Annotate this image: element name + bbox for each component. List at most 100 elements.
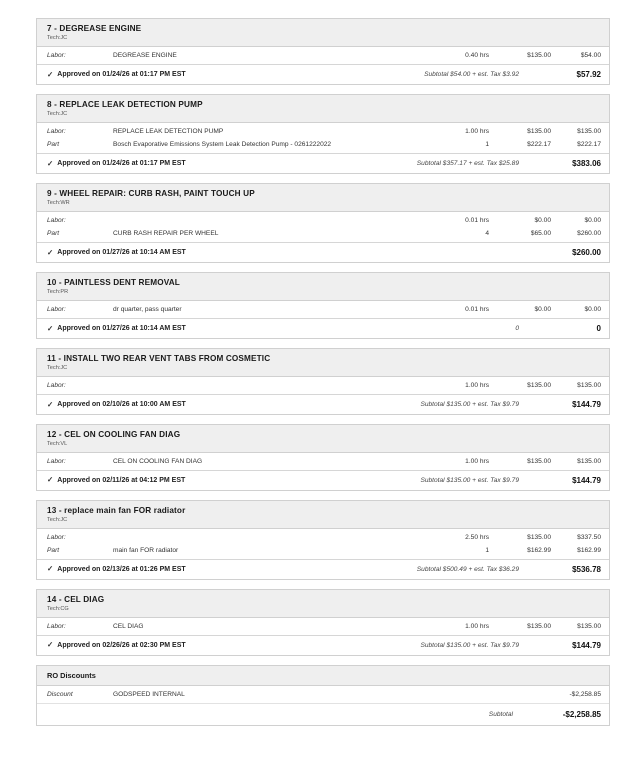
approval-status: ✓ Approved on 01/24/26 at 01:17 PM EST: [47, 71, 186, 79]
job-header: 12 - CEL ON COOLING FAN DIAG Tech:VL: [37, 424, 609, 453]
line-item-quantity: 0.01 hrs: [465, 305, 489, 313]
line-item-quantity: 1.00 hrs: [465, 457, 489, 465]
job-total: $536.78: [572, 564, 601, 574]
check-icon: ✓: [47, 564, 54, 574]
ro-discounts-header: RO Discounts: [37, 665, 609, 686]
discount-subtotal-value: -$2,258.85: [562, 709, 601, 719]
job-technician: Tech:JC: [47, 111, 68, 118]
job-header: 7 - DEGREASE ENGINE Tech:JC: [37, 19, 609, 47]
line-item-description: REPLACE LEAK DETECTION PUMP: [113, 127, 224, 135]
line-item-type: Labor:: [47, 51, 66, 59]
job-line-items: Labor: 1.00 hrs $135.00 $135.00: [37, 377, 609, 394]
job-line-items: Labor: CEL DIAG 1.00 hrs $135.00 $135.00: [37, 618, 609, 635]
job-total: $144.79: [572, 399, 601, 409]
job-technician: Tech:WR: [47, 200, 70, 207]
job-total: $144.79: [572, 475, 601, 485]
job-total: $57.92: [576, 69, 601, 79]
job-line-items: Labor: REPLACE LEAK DETECTION PUMP 1.00 hr…: [37, 123, 609, 153]
approval-text: Approved on 01/24/26 at 01:17 PM EST: [57, 70, 186, 78]
job-total: $383.06: [572, 158, 601, 168]
job-header: 11 - INSTALL TWO REAR VENT TABS FROM COS…: [37, 348, 609, 377]
check-icon: ✓: [47, 640, 54, 650]
job-header: 13 - replace main fan FOR radiator Tech:J…: [37, 500, 609, 529]
line-item-type: Part: [47, 546, 60, 554]
job-header: 8 - REPLACE LEAK DETECTION PUMP Tech:JC: [37, 94, 609, 123]
approval-status: ✓ Approved on 01/27/26 at 10:14 AM EST: [47, 249, 186, 257]
job-card: 10 - PAINTLESS DENT REMOVAL Tech:PR Labor:…: [36, 271, 610, 339]
approval-status: ✓ Approved on 02/11/26 at 04:12 PM EST: [47, 476, 185, 484]
job-subtotal-note: Subtotal $135.00 + est. Tax $9.79: [420, 400, 519, 408]
line-item-row: Labor: dr quarter, pass quarter 0.01 hrs $0…: [37, 301, 609, 318]
line-item-amount: $0.00: [584, 216, 601, 224]
line-item-row: Labor: CEL ON COOLING FAN DIAG 1.00 hrs $13…: [37, 453, 609, 470]
job-line-items: Labor: dr quarter, pass quarter 0.01 hrs $0…: [37, 301, 609, 318]
approval-text: Approved on 02/10/26 at 10:00 AM EST: [57, 400, 186, 408]
line-item-type: Part: [47, 140, 60, 148]
job-footer: ✓ Approved on 02/13/26 at 01:26 PM EST Sub…: [37, 558, 609, 579]
line-item-amount: $337.50: [577, 533, 601, 541]
line-item-quantity: 0.01 hrs: [465, 216, 489, 224]
job-card: 14 - CEL DIAG Tech:CG Labor: CEL DIAG 1.00 h…: [36, 588, 610, 656]
job-header: 14 - CEL DIAG Tech:CG: [37, 589, 609, 618]
line-item-quantity: 1.00 hrs: [465, 127, 489, 135]
line-item-amount: $0.00: [584, 305, 601, 313]
line-item-row: Labor: DEGREASE ENGINE 0.40 hrs $135.00 $54.…: [37, 47, 609, 64]
line-item-type: Part: [47, 229, 60, 237]
job-title: 12 - CEL ON COOLING FAN DIAG: [47, 429, 181, 439]
line-item-rate: $222.17: [527, 140, 551, 148]
line-item-rate: $135.00: [527, 127, 551, 135]
job-line-items: Labor: CEL ON COOLING FAN DIAG 1.00 hrs $13…: [37, 453, 609, 470]
line-item-description: CEL DIAG: [113, 622, 144, 630]
line-item-row: Part Bosch Evaporative Emissions System L…: [37, 138, 609, 153]
job-subtotal-note: 0: [515, 324, 519, 332]
line-item-row: Labor: REPLACE LEAK DETECTION PUMP 1.00 hr…: [37, 123, 609, 138]
approval-status: ✓ Approved on 01/24/26 at 01:17 PM EST: [47, 160, 186, 168]
job-title: 13 - replace main fan FOR radiator: [47, 505, 186, 515]
check-icon: ✓: [47, 399, 54, 409]
line-item-rate: $0.00: [534, 305, 551, 313]
approval-status: ✓ Approved on 02/26/26 at 02:30 PM EST: [47, 641, 186, 649]
job-header: 9 - WHEEL REPAIR: CURB RASH, PAINT TOUCH…: [37, 183, 609, 212]
discount-footer: Subtotal -$2,258.85: [37, 704, 609, 725]
job-card: 13 - replace main fan FOR radiator Tech:J…: [36, 499, 610, 580]
job-title: 7 - DEGREASE ENGINE: [47, 24, 142, 33]
discount-name: GODSPEED INTERNAL: [113, 690, 185, 698]
discount-type-label: Discount: [47, 690, 73, 698]
job-technician: Tech:CG: [47, 605, 69, 612]
job-card: 12 - CEL ON COOLING FAN DIAG Tech:VL Labor…: [36, 423, 610, 491]
line-item-description: main fan FOR radiator: [113, 546, 179, 554]
job-technician: Tech:PR: [47, 289, 69, 296]
job-card: 11 - INSTALL TWO REAR VENT TABS FROM COS…: [36, 347, 610, 415]
job-footer: ✓ Approved on 01/24/26 at 01:17 PM EST Sub…: [37, 63, 609, 84]
line-item-amount: $260.00: [577, 229, 601, 237]
job-title: 8 - REPLACE LEAK DETECTION PUMP: [47, 99, 203, 109]
check-icon: ✓: [47, 323, 54, 333]
line-item-rate: $135.00: [527, 622, 551, 630]
line-item-rate: $162.99: [527, 546, 551, 554]
line-item-rate: $65.00: [530, 229, 551, 237]
job-technician: Tech:JC: [47, 365, 68, 372]
job-footer: ✓ Approved on 01/24/26 at 01:17 PM EST Sub…: [37, 152, 609, 173]
line-item-amount: $162.99: [577, 546, 601, 554]
job-title: 9 - WHEEL REPAIR: CURB RASH, PAINT TOUCH…: [47, 188, 255, 198]
line-item-type: Labor:: [47, 622, 66, 630]
approval-status: ✓ Approved on 02/13/26 at 01:26 PM EST: [47, 565, 186, 573]
repair-order-lines-page: 7 - DEGREASE ENGINE Tech:JC Labor: DEGREASE…: [36, 18, 610, 726]
job-subtotal-note: Subtotal $500.49 + est. Tax $36.29: [416, 565, 519, 573]
line-item-description: dr quarter, pass quarter: [113, 305, 182, 313]
job-total: $144.79: [572, 640, 601, 650]
line-item-quantity: 1: [485, 140, 489, 148]
line-item-description: CURB RASH REPAIR PER WHEEL: [113, 229, 219, 237]
line-item-quantity: 0.40 hrs: [465, 51, 489, 59]
line-item-description: Bosch Evaporative Emissions System Leak …: [113, 140, 332, 148]
approval-text: Approved on 01/27/26 at 10:14 AM EST: [57, 248, 186, 256]
line-item-description: CEL ON COOLING FAN DIAG: [113, 457, 203, 465]
line-item-quantity: 1: [485, 546, 489, 554]
ro-discounts-card: RO Discounts Discount GODSPEED INTERNAL -$…: [36, 664, 610, 726]
approval-text: Approved on 02/13/26 at 01:26 PM EST: [57, 565, 186, 573]
line-item-type: Labor:: [47, 533, 66, 541]
line-item-rate: $135.00: [527, 457, 551, 465]
line-item-type: Labor:: [47, 127, 66, 135]
check-icon: ✓: [47, 475, 54, 485]
approval-text: Approved on 01/24/26 at 01:17 PM EST: [57, 159, 186, 167]
